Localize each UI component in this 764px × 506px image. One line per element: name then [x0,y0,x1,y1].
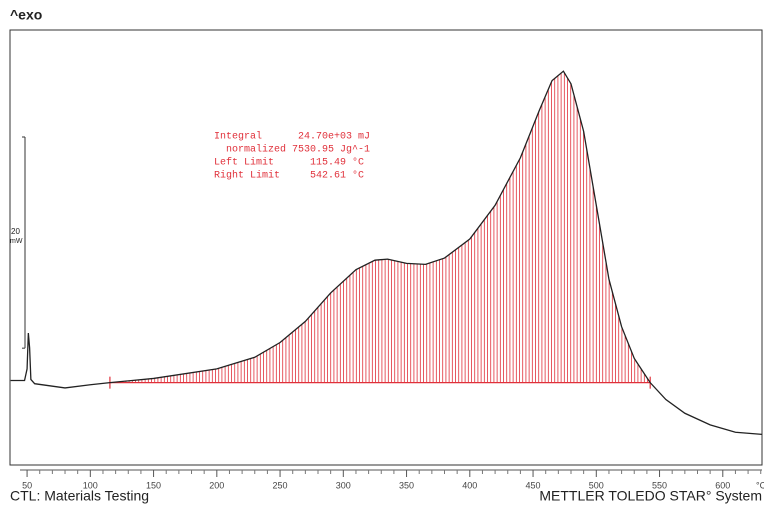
annotation: Right Limit 542.61 °C [214,170,364,182]
annotation: normalized 7530.95 Jg^-1 [214,144,370,156]
x-tick-label: 400 [462,480,477,490]
x-tick-label: 50 [22,480,32,490]
plot-frame [9,29,763,466]
scale-unit: mW [10,238,23,245]
x-tick-label: 350 [399,480,414,490]
x-tick-label: 200 [209,480,224,490]
annotation: Integral 24.70e+03 mJ [214,131,370,143]
dsc-curve [10,70,763,436]
x-tick-label: 300 [336,480,351,490]
x-tick-label: 600 [715,480,730,490]
x-tick-label: 100 [83,480,98,490]
x-tick-label: 500 [589,480,604,490]
footer-right: METTLER TOLEDO STAR° System [539,488,762,504]
x-tick-label: 450 [526,480,541,490]
exo-label: ^exo [10,7,42,23]
scale-value: 20 [11,227,20,236]
x-tick-label: 250 [273,480,288,490]
x-tick-label: 150 [146,480,161,490]
x-tick-label: 550 [652,480,667,490]
x-unit: °C [756,480,764,490]
annotation: Left Limit 115.49 °C [214,157,364,169]
footer-left: CTL: Materials Testing [10,488,149,504]
